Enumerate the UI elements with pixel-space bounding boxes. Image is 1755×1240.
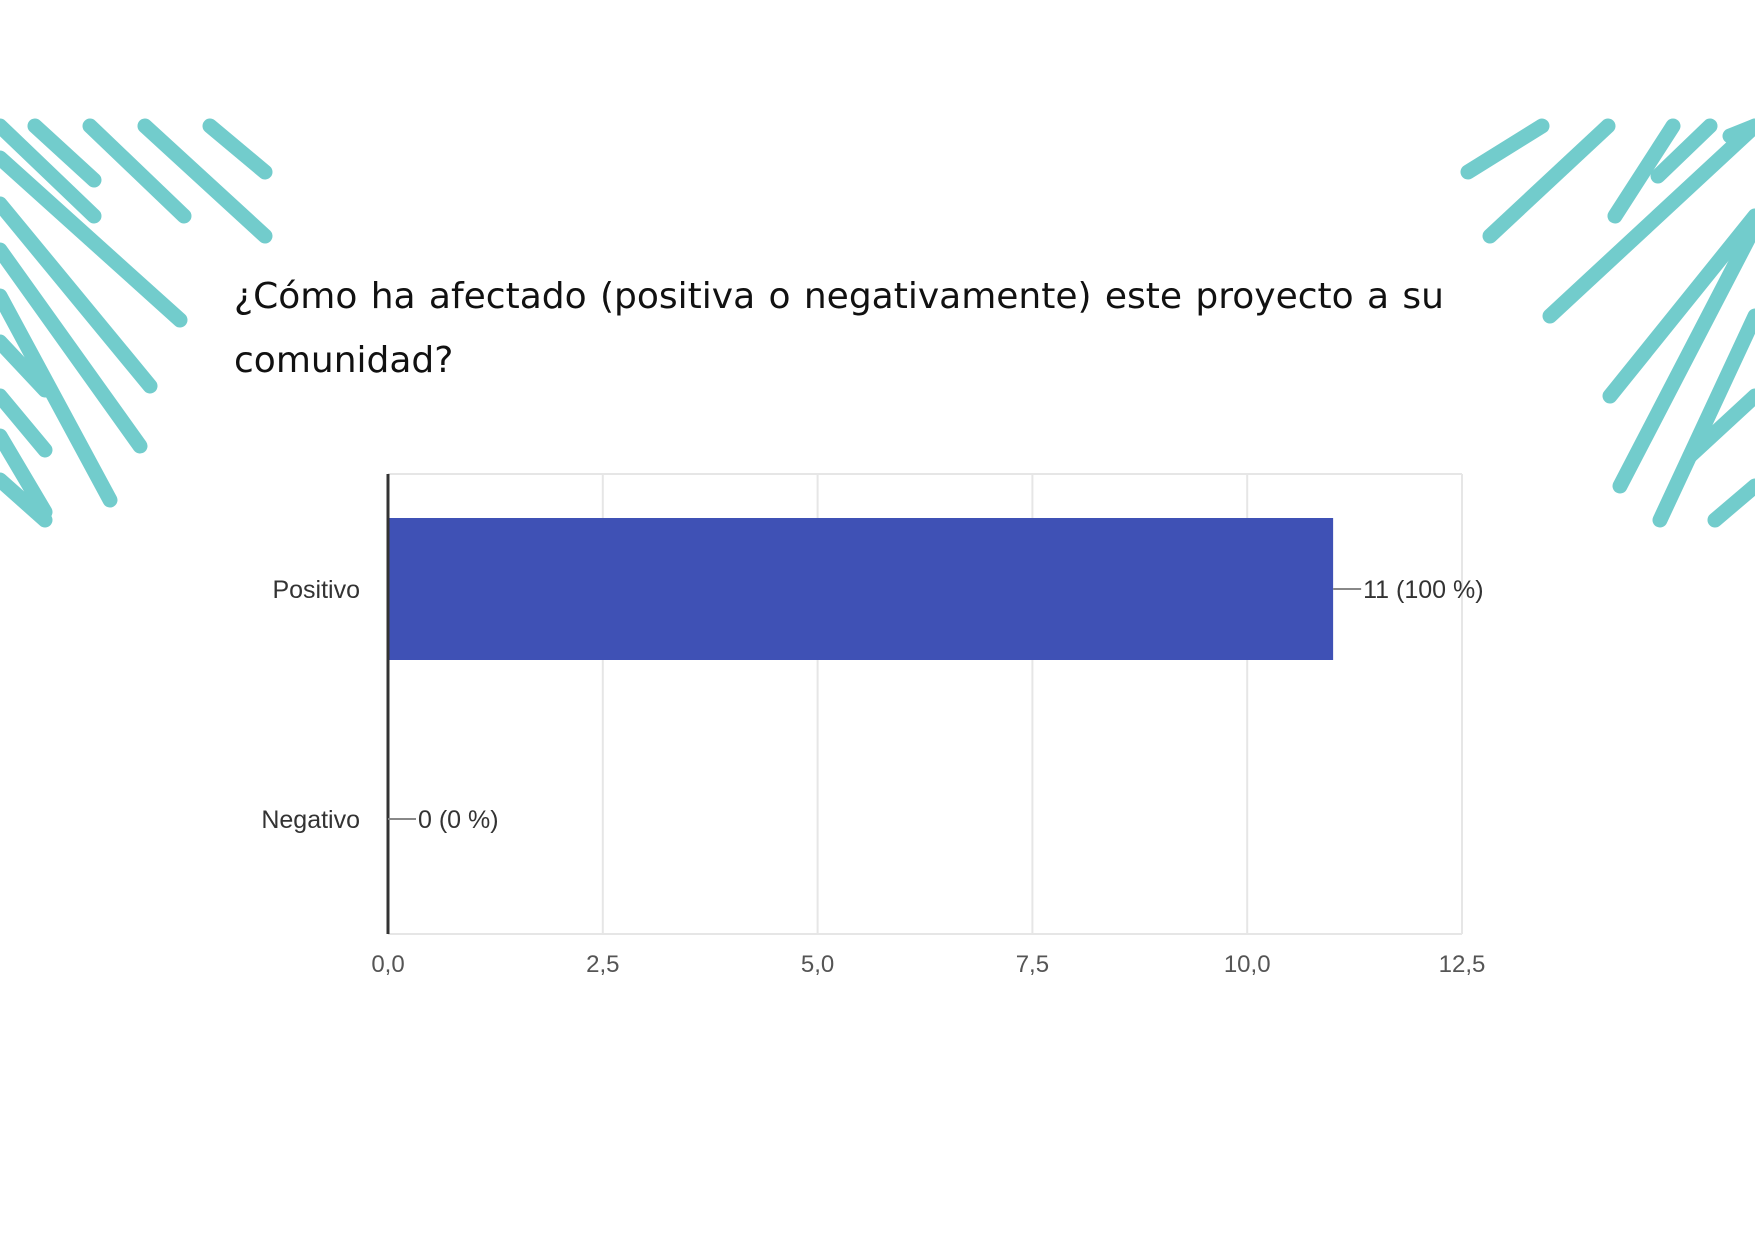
data-label: 0 (0 %) bbox=[418, 806, 499, 834]
stripe bbox=[1460, 118, 1550, 180]
question-title: ¿Cómo ha afectado (positiva o negativame… bbox=[234, 276, 1444, 381]
stripe bbox=[0, 472, 53, 528]
data-label: 11 (100 %) bbox=[1363, 576, 1483, 604]
stripe bbox=[0, 388, 53, 458]
stripe bbox=[1682, 388, 1755, 464]
x-tick-label: 0,0 bbox=[371, 951, 404, 978]
stripe bbox=[1707, 478, 1755, 528]
x-tick-label: 7,5 bbox=[1016, 951, 1049, 978]
stripe bbox=[1542, 118, 1755, 324]
stripe bbox=[202, 118, 273, 180]
x-tick-label: 2,5 bbox=[586, 951, 619, 978]
category-label: Positivo bbox=[272, 576, 360, 604]
stripe bbox=[0, 288, 118, 508]
stripe bbox=[0, 196, 158, 394]
stripe bbox=[137, 118, 273, 244]
stripe bbox=[1607, 118, 1681, 224]
stripe bbox=[0, 242, 148, 454]
stripe bbox=[1602, 208, 1755, 404]
category-label: Negativo bbox=[261, 806, 360, 834]
stripe bbox=[1482, 118, 1616, 244]
decorative-stripes-right bbox=[1460, 118, 1755, 528]
bar-chart: 0,0 2,5 5,0 7,5 10,0 12,5 Positivo 11 (100 %) Ne… bbox=[261, 473, 1485, 978]
stripe bbox=[0, 150, 188, 328]
bars bbox=[388, 518, 1334, 660]
x-tick-label: 5,0 bbox=[801, 951, 834, 978]
stripe bbox=[1612, 218, 1755, 494]
stripe bbox=[1650, 118, 1718, 184]
x-tick-label: 10,0 bbox=[1224, 951, 1271, 978]
stripe bbox=[0, 428, 53, 520]
labels: 0,0 2,5 5,0 7,5 10,0 12,5 Positivo 11 (100 %) Ne… bbox=[261, 576, 1485, 978]
x-tick-label: 12,5 bbox=[1439, 951, 1486, 978]
stripe bbox=[1652, 308, 1755, 528]
bar-positivo bbox=[388, 518, 1334, 660]
stripe bbox=[82, 118, 192, 224]
decorative-stripes-left bbox=[0, 118, 273, 528]
stripe bbox=[27, 118, 102, 188]
stripe bbox=[0, 118, 102, 224]
stripe bbox=[0, 334, 53, 398]
